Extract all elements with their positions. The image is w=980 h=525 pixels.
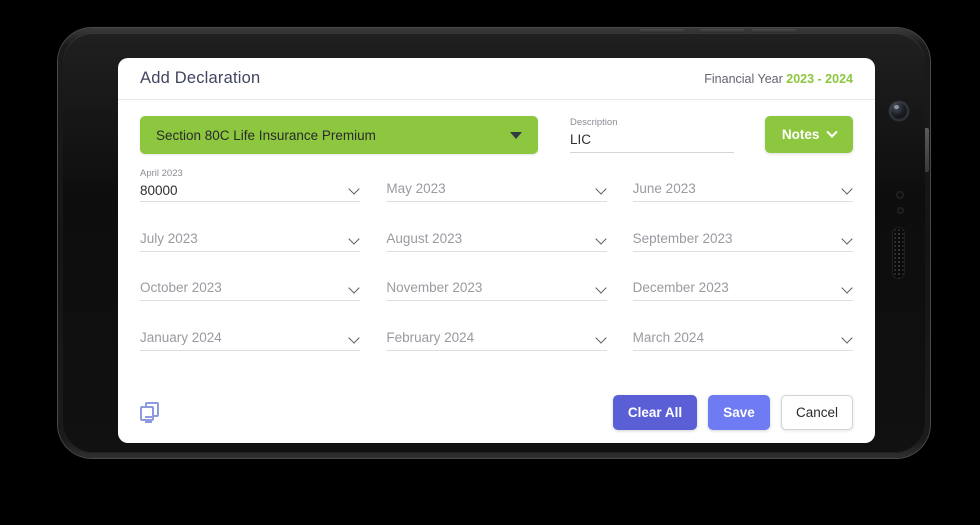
month-select-april-2023[interactable]: April 2023 80000 bbox=[140, 168, 361, 202]
dialog-footer: Clear All Save Cancel bbox=[118, 381, 875, 443]
description-field[interactable]: Description LIC bbox=[569, 116, 735, 153]
save-button[interactable]: Save bbox=[708, 394, 770, 430]
page-title: Add Declaration bbox=[140, 69, 261, 87]
clear-all-button[interactable]: Clear All bbox=[613, 394, 697, 430]
month-select-may-2023[interactable]: May 2023 bbox=[386, 168, 607, 202]
month-select-july-2023[interactable]: July 2023 bbox=[140, 218, 361, 252]
months-grid: April 2023 80000 May 2023 June 2023 July 202… bbox=[118, 154, 875, 366]
volume-up-button[interactable] bbox=[640, 29, 684, 33]
month-select-june-2023[interactable]: June 2023 bbox=[632, 168, 853, 202]
proximity-sensor-icon bbox=[897, 192, 903, 198]
month-select-february-2024[interactable]: February 2024 bbox=[386, 317, 607, 351]
copy-icon-line bbox=[145, 416, 152, 418]
cancel-button[interactable]: Cancel bbox=[781, 394, 853, 430]
copy-icon-front-sheet bbox=[140, 406, 154, 423]
camera-icon bbox=[890, 102, 908, 120]
month-cell: March 2024 bbox=[632, 317, 853, 367]
footer-button-group: Clear All Save Cancel bbox=[613, 394, 853, 430]
month-cell: April 2023 80000 bbox=[140, 168, 361, 218]
financial-year: Financial Year 2023 - 2024 bbox=[704, 72, 853, 86]
month-cell: September 2023 bbox=[632, 218, 853, 268]
declaration-top-row: Section 80C Life Insurance Premium Descr… bbox=[118, 100, 875, 154]
description-input[interactable]: LIC bbox=[569, 132, 591, 147]
month-select-october-2023[interactable]: October 2023 bbox=[140, 267, 361, 301]
month-select-september-2023[interactable]: September 2023 bbox=[632, 218, 853, 252]
month-placeholder: February 2024 bbox=[386, 329, 475, 345]
financial-year-label: Financial Year bbox=[704, 71, 783, 86]
power-button[interactable] bbox=[752, 29, 796, 33]
month-select-august-2023[interactable]: August 2023 bbox=[386, 218, 607, 252]
copy-icon-line bbox=[145, 421, 152, 423]
section-select-value: Section 80C Life Insurance Premium bbox=[156, 127, 376, 143]
month-cell: July 2023 bbox=[140, 218, 361, 268]
month-placeholder: July 2023 bbox=[140, 230, 198, 246]
month-select-january-2024[interactable]: January 2024 bbox=[140, 317, 361, 351]
month-placeholder: September 2023 bbox=[632, 230, 733, 246]
speaker-grille-icon bbox=[893, 228, 904, 278]
dialog-header: Add Declaration Financial Year 2023 - 20… bbox=[118, 58, 875, 100]
month-select-march-2024[interactable]: March 2024 bbox=[632, 317, 853, 351]
month-value: 80000 bbox=[140, 183, 178, 198]
month-cell: October 2023 bbox=[140, 267, 361, 317]
volume-down-button[interactable] bbox=[700, 29, 744, 33]
month-cell: January 2024 bbox=[140, 317, 361, 367]
month-placeholder: August 2023 bbox=[386, 230, 463, 246]
month-cell: December 2023 bbox=[632, 267, 853, 317]
side-rail bbox=[925, 128, 929, 172]
notes-button[interactable]: Notes bbox=[765, 116, 853, 153]
section-select[interactable]: Section 80C Life Insurance Premium bbox=[140, 116, 538, 154]
month-placeholder: March 2024 bbox=[632, 329, 704, 345]
month-placeholder: June 2023 bbox=[632, 181, 696, 196]
month-cell: August 2023 bbox=[386, 218, 607, 268]
month-cell: November 2023 bbox=[386, 267, 607, 317]
month-cell: February 2024 bbox=[386, 317, 607, 367]
ambient-light-sensor-icon bbox=[898, 208, 903, 213]
month-cell: June 2023 bbox=[632, 168, 853, 218]
add-declaration-dialog: Add Declaration Financial Year 2023 - 20… bbox=[118, 58, 875, 443]
month-float-label: April 2023 bbox=[140, 168, 183, 179]
copy-documents-icon[interactable] bbox=[140, 402, 160, 423]
financial-year-value: 2023 - 2024 bbox=[786, 71, 853, 86]
month-placeholder: May 2023 bbox=[386, 181, 446, 196]
chevron-down-icon bbox=[826, 126, 839, 138]
month-cell: May 2023 bbox=[386, 168, 607, 218]
month-placeholder: January 2024 bbox=[140, 329, 222, 345]
month-placeholder: December 2023 bbox=[632, 280, 729, 295]
month-select-december-2023[interactable]: December 2023 bbox=[632, 267, 853, 301]
notes-button-label: Notes bbox=[781, 127, 820, 142]
month-placeholder: October 2023 bbox=[140, 280, 222, 295]
month-placeholder: November 2023 bbox=[386, 280, 483, 295]
caret-down-icon bbox=[509, 131, 522, 139]
description-label: Description bbox=[569, 117, 618, 128]
month-select-november-2023[interactable]: November 2023 bbox=[386, 267, 607, 301]
